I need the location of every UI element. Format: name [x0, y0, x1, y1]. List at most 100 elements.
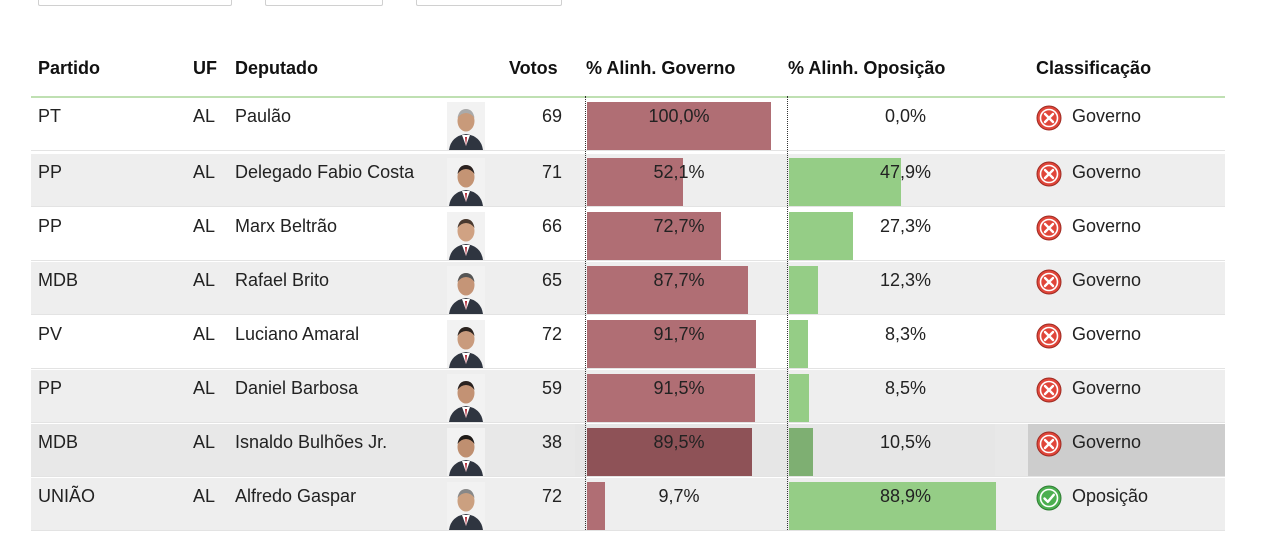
- header-deputado[interactable]: Deputado: [235, 58, 318, 78]
- filter-slicer-2[interactable]: [265, 0, 383, 6]
- cell-votos: 71: [541, 162, 562, 182]
- cell-classificacao: Oposição: [1072, 486, 1149, 506]
- x-circle-icon: [1036, 105, 1062, 131]
- cell-uf: AL: [193, 378, 216, 398]
- cell-votos: 72: [541, 324, 562, 344]
- cell-alinh-governo: 9,7%: [658, 486, 700, 506]
- cell-votos: 65: [541, 270, 562, 290]
- row-separator: [31, 530, 1225, 531]
- cell-deputado: Luciano Amaral: [235, 324, 360, 344]
- x-circle-icon: [1036, 215, 1062, 241]
- cell-alinh-governo: 89,5%: [653, 432, 705, 452]
- deputy-photo: [447, 102, 485, 150]
- header-classificacao[interactable]: Classificação: [1036, 58, 1152, 78]
- cell-alinh-oposicao: 88,9%: [879, 486, 932, 506]
- header-alinh-oposicao[interactable]: % Alinh. Oposição: [788, 58, 946, 78]
- cell-alinh-governo: 87,7%: [653, 270, 705, 290]
- table-row[interactable]: PP AL Delegado Fabio Costa 71 52,1% 47,9% Gove…: [31, 154, 1225, 206]
- cell-votos: 66: [541, 216, 562, 236]
- cell-alinh-governo: 91,7%: [653, 324, 705, 344]
- cell-classificacao: Governo: [1072, 162, 1142, 182]
- cell-uf: AL: [193, 324, 216, 344]
- x-circle-icon: [1036, 161, 1062, 187]
- cell-votos: 69: [541, 106, 562, 126]
- cell-partido: PP: [38, 378, 63, 398]
- cell-alinh-oposicao: 10,5%: [879, 432, 932, 452]
- classificacao-highlight: [1028, 424, 1225, 476]
- column-divider-oposicao: [787, 96, 788, 530]
- cell-partido: PP: [38, 162, 63, 182]
- cell-deputado: Daniel Barbosa: [235, 378, 359, 398]
- bar-alinh-governo: [587, 374, 755, 422]
- cell-partido: PT: [38, 106, 62, 126]
- bar-alinh-oposicao: [789, 482, 996, 530]
- cell-uf: AL: [193, 106, 216, 126]
- x-circle-icon: [1036, 323, 1062, 349]
- row-separator: [31, 422, 1225, 423]
- cell-votos: 59: [541, 378, 562, 398]
- header-partido[interactable]: Partido: [38, 58, 101, 78]
- filter-slicer-1[interactable]: [38, 0, 232, 6]
- bar-alinh-oposicao: [789, 374, 809, 422]
- table-row[interactable]: PP AL Marx Beltrão 66 72,7% 27,3% Governo: [31, 208, 1225, 260]
- cell-alinh-oposicao: 47,9%: [879, 162, 932, 182]
- header-alinh-governo[interactable]: % Alinh. Governo: [586, 58, 736, 78]
- bar-alinh-governo: [587, 102, 771, 150]
- row-separator: [31, 476, 1225, 477]
- bar-alinh-oposicao: [789, 428, 813, 476]
- table-row[interactable]: UNIÃO AL Alfredo Gaspar 72 9,7% 88,9% Oposição: [31, 478, 1225, 530]
- cell-votos: 38: [541, 432, 562, 452]
- bar-alinh-governo: [587, 482, 605, 530]
- cell-alinh-oposicao: 0,0%: [884, 106, 927, 126]
- table-row[interactable]: MDB AL Rafael Brito 65 87,7% 12,3% Governo: [31, 262, 1225, 314]
- bar-alinh-governo: [587, 428, 752, 476]
- filter-slicer-3[interactable]: [416, 0, 562, 6]
- row-separator: [31, 260, 1225, 261]
- cell-partido: MDB: [38, 432, 78, 452]
- x-circle-icon: [1036, 269, 1062, 295]
- cell-deputado: Isnaldo Bulhões Jr.: [235, 432, 388, 452]
- cell-deputado: Delegado Fabio Costa: [235, 162, 415, 182]
- bar-alinh-oposicao: [789, 212, 853, 260]
- cell-alinh-oposicao: 8,3%: [884, 324, 927, 344]
- bar-alinh-governo: [587, 212, 721, 260]
- x-circle-icon: [1036, 377, 1062, 403]
- bar-alinh-oposicao: [789, 158, 901, 206]
- bar-alinh-governo: [587, 158, 683, 206]
- deputy-photo: [447, 158, 485, 206]
- cell-deputado: Alfredo Gaspar: [235, 486, 357, 506]
- table-row[interactable]: PV AL Luciano Amaral 72 91,7% 8,3% Governo: [31, 316, 1225, 368]
- header-votos[interactable]: Votos: [509, 58, 558, 78]
- deputy-photo: [447, 212, 485, 260]
- header-uf[interactable]: UF: [193, 58, 217, 78]
- cell-uf: AL: [193, 432, 216, 452]
- header-underline: [31, 96, 1225, 98]
- cell-classificacao: Governo: [1072, 432, 1142, 452]
- cell-alinh-governo: 52,1%: [653, 162, 705, 182]
- cell-alinh-oposicao: 12,3%: [879, 270, 932, 290]
- table-row[interactable]: PP AL Daniel Barbosa 59 91,5% 8,5% Governo: [31, 370, 1225, 422]
- cell-partido: PP: [38, 216, 63, 236]
- cell-classificacao: Governo: [1072, 270, 1142, 290]
- check-circle-icon: [1036, 485, 1062, 511]
- table-row[interactable]: MDB AL Isnaldo Bulhões Jr. 38 89,5% 10,5% Gove…: [31, 424, 1225, 476]
- cell-classificacao: Governo: [1072, 324, 1142, 344]
- cell-alinh-governo: 72,7%: [653, 216, 705, 236]
- deputy-photo: [447, 428, 485, 476]
- deputy-photo: [447, 320, 485, 368]
- table-row[interactable]: PT AL Paulão 69 100,0% 0,0% Governo: [31, 98, 1225, 150]
- cell-partido: PV: [38, 324, 63, 344]
- deputy-photo: [447, 266, 485, 314]
- deputy-photo: [447, 482, 485, 530]
- bar-alinh-oposicao: [789, 320, 808, 368]
- column-divider-governo: [585, 96, 586, 530]
- cell-uf: AL: [193, 162, 216, 182]
- cell-partido: MDB: [38, 270, 78, 290]
- bar-alinh-oposicao: [789, 266, 818, 314]
- cell-classificacao: Governo: [1072, 378, 1142, 398]
- cell-uf: AL: [193, 486, 216, 506]
- cell-partido: UNIÃO: [38, 486, 96, 506]
- cell-votos: 72: [541, 486, 562, 506]
- cell-deputado: Paulão: [235, 106, 292, 126]
- bar-alinh-governo: [587, 266, 748, 314]
